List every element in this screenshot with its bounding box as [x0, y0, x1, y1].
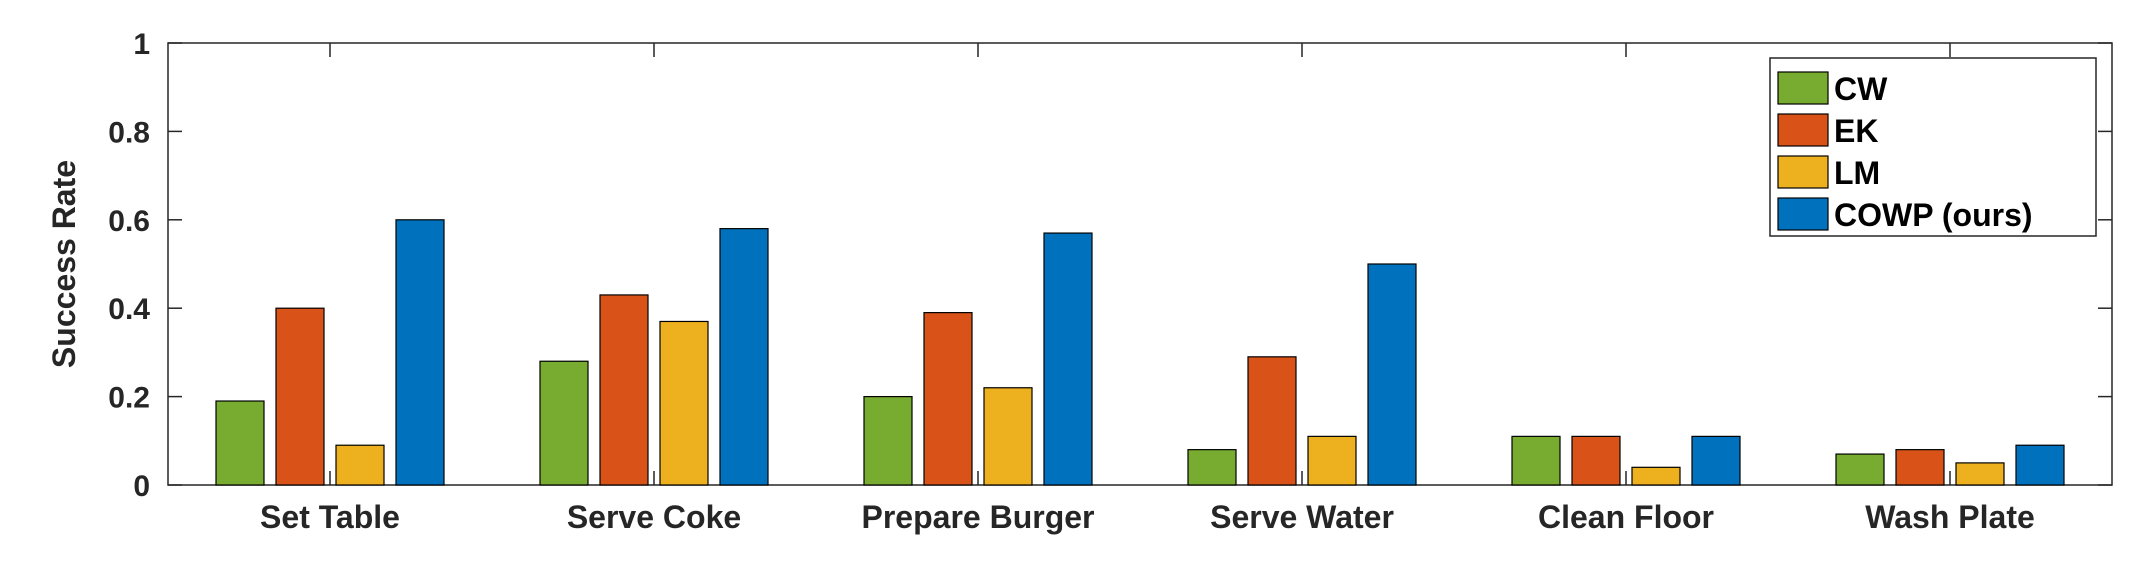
legend-swatch [1777, 71, 1829, 105]
x-tick-label: Serve Coke [567, 499, 741, 535]
bar-cowp-ours [1367, 263, 1417, 486]
y-tick-label: 0 [133, 470, 150, 503]
legend-entry-label: COWP (ours) [1834, 197, 2033, 233]
legend-swatch [1777, 113, 1829, 147]
axes-box [167, 42, 2113, 486]
legend: CW EK LM COWP (ours) [1769, 57, 2097, 237]
bar-cowp-ours [395, 219, 445, 486]
bar-cw [539, 360, 589, 486]
y-axis-label: Success Rate [46, 160, 82, 368]
y-tick-label: 1 [133, 28, 150, 61]
bar-ek [1895, 449, 1945, 486]
y-tick-label: 0.6 [108, 205, 150, 238]
bar-ek [599, 294, 649, 486]
legend-entry-label: CW [1834, 71, 1888, 107]
x-tick-label: Serve Water [1210, 499, 1394, 535]
bar-cw [1511, 435, 1561, 486]
bar-lm [1955, 462, 2005, 486]
legend-swatch [1777, 197, 1829, 231]
y-tick-label: 0.8 [108, 116, 150, 149]
bar-ek [275, 307, 325, 486]
bar-ek [1571, 435, 1621, 486]
bar-cw [215, 400, 265, 486]
legend-entry-label: LM [1834, 155, 1880, 191]
legend-entry-label: EK [1834, 113, 1878, 149]
bar-cowp-ours [1691, 435, 1741, 486]
plot-area: Set Table Serve Coke Prepare Burger Serve W… [108, 28, 2113, 535]
bar-cw [863, 396, 913, 486]
bar-lm [983, 387, 1033, 486]
bar-cowp-ours [1043, 232, 1093, 486]
bar-cw [1187, 449, 1237, 486]
y-tick-label: 0.2 [108, 382, 150, 415]
bar-lm [659, 320, 709, 486]
bar-cowp-ours [2015, 444, 2065, 486]
x-tick-label: Set Table [260, 499, 400, 535]
bar-ek [1247, 356, 1297, 486]
bar-lm [1307, 435, 1357, 486]
legend-swatch [1777, 155, 1829, 189]
x-tick-label: Clean Floor [1538, 499, 1714, 535]
bar-lm [335, 444, 385, 486]
x-tick-label: Wash Plate [1865, 499, 2035, 535]
y-tick-label: 0.4 [108, 293, 150, 326]
bar-cowp-ours [719, 228, 769, 486]
x-tick-label: Prepare Burger [862, 499, 1095, 535]
bar-cw [1835, 453, 1885, 486]
bar-ek [923, 312, 973, 486]
bar-lm [1631, 466, 1681, 486]
